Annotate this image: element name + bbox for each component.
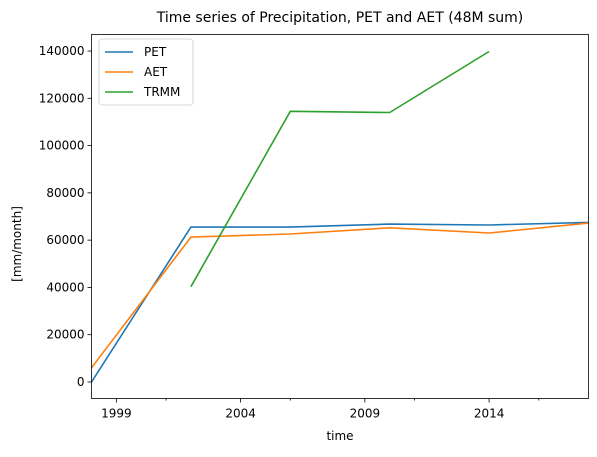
y-tick-label: 100000	[39, 139, 85, 153]
legend-label-pet: PET	[144, 45, 167, 59]
x-tick-label: 2004	[225, 407, 256, 421]
x-axis-ticks: 1999 2004 2009 2014	[101, 398, 540, 421]
series-line-trmm	[190, 50, 490, 288]
y-tick-label: 60000	[46, 233, 84, 247]
series-line-pet	[90, 221, 589, 383]
y-tick-label: 140000	[39, 44, 85, 58]
x-tick-label: 1999	[101, 407, 132, 421]
legend: PET AET TRMM	[98, 38, 194, 106]
y-tick-label: 20000	[46, 328, 84, 342]
x-axis-label: time	[326, 429, 353, 443]
x-tick-label: 2009	[350, 407, 381, 421]
y-axis-label: [mm/month]	[10, 206, 24, 282]
chart-title: Time series of Precipitation, PET and AE…	[156, 10, 524, 26]
y-tick-label: 120000	[39, 91, 85, 105]
y-tick-label: 0	[77, 375, 85, 389]
y-tick-label: 80000	[46, 186, 84, 200]
y-tick-label: 40000	[46, 280, 84, 294]
plot-frame	[91, 34, 589, 399]
legend-label-aet: AET	[144, 65, 168, 79]
plot-area	[90, 50, 589, 383]
legend-label-trmm: TRMM	[143, 85, 180, 99]
series-line-aet	[90, 222, 589, 369]
y-axis-ticks: 0 20000 40000 60000 80000 100000 120000 140000	[39, 44, 92, 389]
legend-box	[98, 38, 194, 106]
x-tick-label: 2014	[474, 407, 505, 421]
